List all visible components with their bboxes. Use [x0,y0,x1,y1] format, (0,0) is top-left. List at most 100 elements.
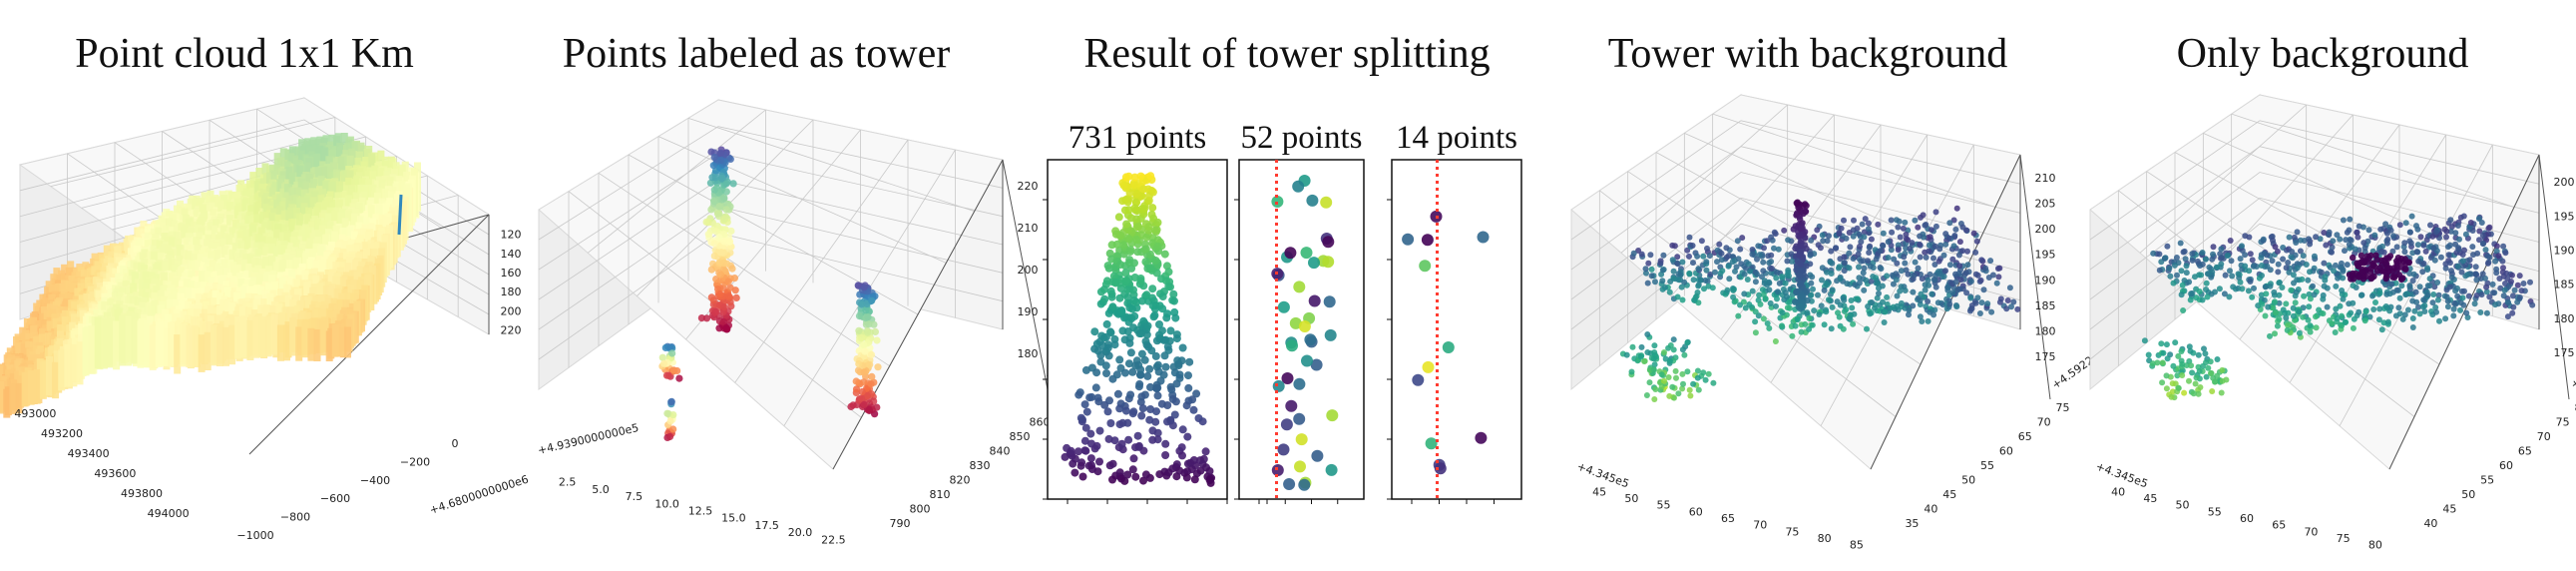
split-point [1153,218,1162,227]
p4-point [1745,261,1752,268]
p4-point [1788,258,1795,265]
p4-point [1898,299,1905,306]
p4-point [1766,286,1773,293]
p4-point [1950,243,1957,250]
split-point [1137,349,1146,358]
p2-x-tick: 15.0 [721,512,746,525]
p4-point [1867,263,1874,270]
p4-point [1895,247,1902,254]
p4-tower-point [1795,233,1802,240]
p2-point [865,320,873,328]
p2-point [849,401,857,409]
p4-point [1678,284,1685,290]
split-point [1134,222,1142,231]
p4-point [1925,298,1932,304]
split-point [1108,459,1117,468]
split-point [1159,335,1168,344]
p4-point [1841,254,1848,261]
p1-z-tick: 180 [501,286,522,298]
p4-point [1974,294,1981,301]
split-point [1124,206,1133,215]
p2-point [855,326,863,334]
p4-point [1902,219,1909,226]
p1-tower-spike [397,194,403,236]
p2-point [710,240,718,248]
split-point [1301,354,1313,367]
p4-point [1674,261,1681,268]
split-point [1169,289,1178,298]
p4-point [1906,311,1912,318]
p2-point [720,238,728,246]
p1-surface-patch [70,343,78,387]
p4-point [1895,242,1902,249]
p1-surface-patch [295,326,303,361]
split-point [1078,472,1087,481]
p1-surface-patch [76,341,84,385]
p4-point [1686,234,1693,241]
p4-point [1995,274,2002,281]
p2-x-tick: 17.5 [754,519,779,532]
split-point [1164,282,1173,290]
p2-point [725,238,734,246]
p2-point [669,411,677,419]
p4-point [1912,259,1919,266]
p4-point [1893,277,1900,284]
p4-grid [1712,113,1996,208]
split-point [1159,370,1168,379]
p1-surface-patch [33,368,41,404]
p4-point [1785,237,1792,244]
p4-point [1723,254,1730,261]
p4-point [1866,250,1873,256]
split-point [1421,234,1434,247]
p4-point [1985,275,1992,281]
split-point [1115,355,1124,364]
p4-point [1697,277,1704,284]
split-point [1148,426,1157,435]
p4-point [1695,283,1702,289]
split-point [1133,431,1142,440]
split-point [1153,242,1162,251]
p4-point [1828,248,1835,255]
split-point [1098,341,1106,349]
split-point [1136,172,1145,181]
p4-point [1909,240,1916,247]
split-point [1158,326,1166,335]
p4-point [1808,280,1815,286]
p4-point [2010,298,2017,305]
split-point [1099,285,1108,293]
split-point [1306,194,1319,207]
p4-point [1910,302,1917,309]
p1-surface-patch [307,327,315,361]
split-point [1142,233,1151,242]
p4-point [1957,277,1964,284]
split-point [1124,259,1133,268]
p2-point [873,403,881,411]
split-point [1114,213,1123,222]
p4-point [1829,303,1836,310]
p4-point [1775,246,1782,253]
p4-point [1837,301,1844,308]
p2-grid [687,117,975,213]
p4-point [1672,367,1679,374]
split-point [1142,290,1151,299]
p4-point [1658,371,1665,378]
p4-point [1889,229,1896,236]
split-point [1117,307,1126,316]
p4-point [1670,268,1677,275]
p4-point [1884,293,1891,300]
p4-point [1953,303,1960,310]
p4-point [1730,286,1737,293]
p2-point [860,340,868,348]
p4-point [1786,273,1792,280]
p4-point [1652,386,1659,392]
p4-point [1641,358,1648,364]
p4-point [1824,269,1830,276]
p4-point [1893,217,1900,224]
split-point [1115,468,1124,477]
split-point [1160,250,1169,259]
p4-point [1922,222,1929,229]
p4-point [1739,235,1746,242]
split-point [1161,439,1170,448]
p4-point [1772,338,1779,344]
p4-point [1754,271,1760,278]
